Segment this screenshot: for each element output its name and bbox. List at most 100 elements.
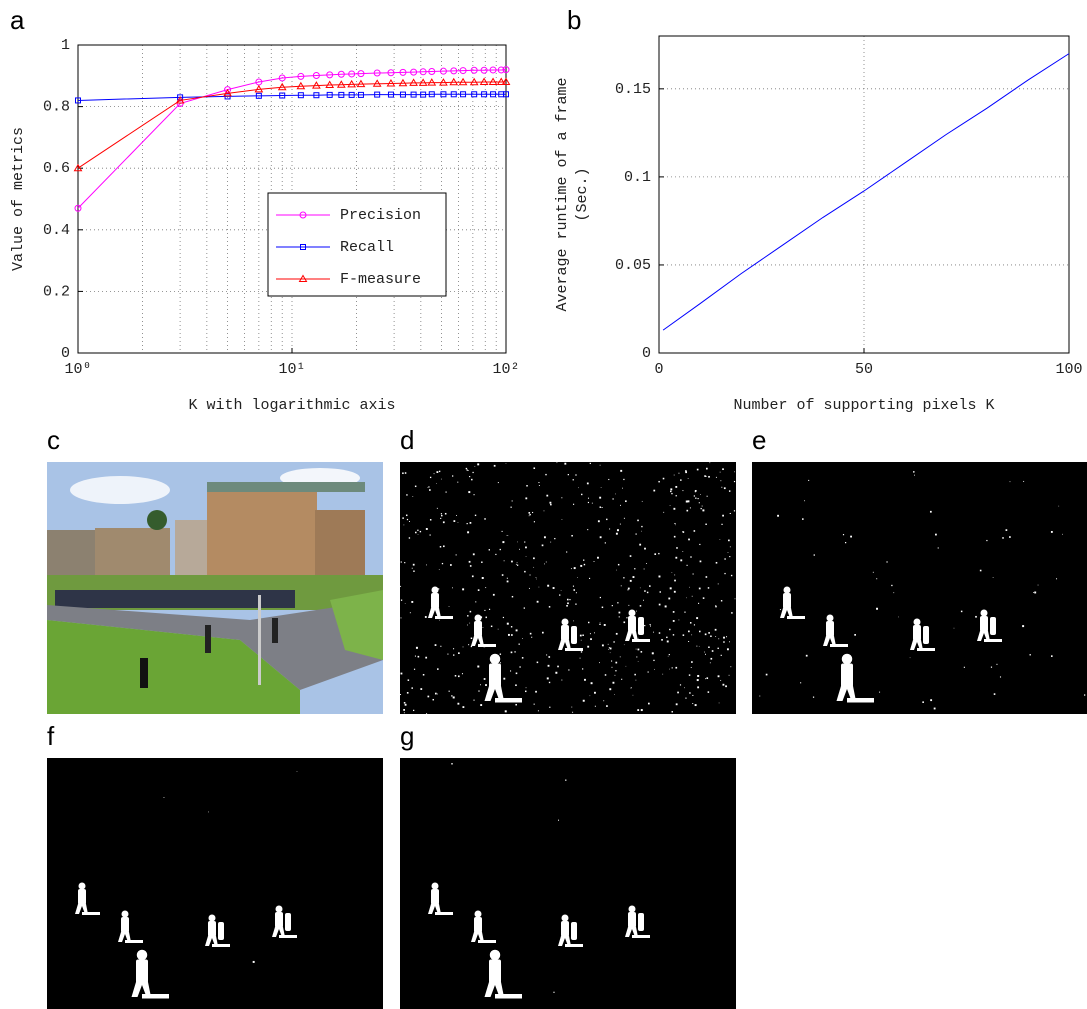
noise-dot bbox=[674, 591, 676, 593]
noise-dot bbox=[405, 472, 407, 474]
noise-dot bbox=[719, 703, 720, 704]
noise-dot bbox=[412, 496, 413, 497]
noise-dot bbox=[612, 605, 613, 606]
noise-dot bbox=[683, 634, 685, 636]
noise-dot bbox=[481, 561, 482, 562]
photo-street bbox=[47, 462, 383, 714]
noise-dot bbox=[484, 518, 485, 519]
noise-dot bbox=[644, 569, 645, 570]
noise-dot bbox=[470, 522, 472, 524]
noise-dot bbox=[675, 525, 676, 526]
noise-dot bbox=[628, 605, 629, 606]
noise-dot bbox=[702, 509, 704, 511]
blob-head bbox=[629, 610, 636, 617]
noise-dot bbox=[581, 640, 582, 641]
noise-dot bbox=[604, 624, 606, 626]
noise-dot bbox=[672, 572, 673, 573]
noise-dot bbox=[1006, 529, 1008, 531]
noise-dot bbox=[980, 570, 982, 572]
blob-shadow bbox=[495, 994, 522, 999]
blob-head bbox=[276, 906, 283, 913]
noise-dot bbox=[561, 680, 562, 681]
noise-dot bbox=[638, 649, 640, 651]
noise-dot bbox=[780, 609, 781, 610]
noise-dot bbox=[535, 691, 537, 693]
noise-dot bbox=[649, 585, 651, 587]
noise-dot bbox=[511, 634, 513, 636]
noise-dot bbox=[621, 679, 622, 680]
noise-dot bbox=[572, 712, 573, 713]
noise-dot bbox=[415, 486, 416, 487]
noise-dot bbox=[721, 524, 722, 525]
noise-dot bbox=[590, 638, 592, 640]
noise-dot bbox=[876, 608, 878, 610]
mask-image bbox=[400, 758, 736, 1009]
blob-shadow bbox=[478, 644, 496, 647]
noise-dot bbox=[297, 771, 298, 772]
noise-dot bbox=[1034, 592, 1036, 594]
blob-head bbox=[137, 950, 148, 961]
noise-dot bbox=[845, 542, 846, 543]
noise-dot bbox=[502, 574, 504, 576]
noise-dot bbox=[434, 473, 435, 474]
noise-dot bbox=[533, 467, 535, 469]
noise-dot bbox=[723, 641, 724, 642]
noise-dot bbox=[682, 490, 683, 491]
mask-background bbox=[752, 462, 1087, 714]
noise-dot bbox=[440, 646, 441, 647]
y-tick-label: 0.6 bbox=[43, 160, 70, 177]
noise-dot bbox=[536, 577, 537, 578]
noise-dot bbox=[525, 547, 527, 549]
noise-dot bbox=[164, 797, 165, 798]
noise-dot bbox=[525, 497, 527, 499]
noise-dot bbox=[548, 656, 550, 658]
noise-dot bbox=[494, 465, 496, 467]
noise-dot bbox=[468, 491, 470, 493]
noise-dot bbox=[623, 577, 624, 578]
noise-dot bbox=[412, 568, 413, 569]
noise-dot bbox=[665, 605, 667, 607]
legend-label: Precision bbox=[340, 207, 421, 224]
noise-dot bbox=[561, 590, 562, 591]
noise-dot bbox=[694, 530, 696, 532]
blob-head bbox=[475, 911, 482, 918]
noise-dot bbox=[688, 631, 690, 633]
noise-dot bbox=[640, 588, 641, 589]
noise-dot bbox=[699, 631, 701, 633]
noise-dot bbox=[652, 652, 654, 654]
blob-body bbox=[571, 922, 577, 940]
blob-shadow bbox=[279, 935, 297, 938]
noise-dot bbox=[473, 553, 475, 555]
noise-dot bbox=[688, 478, 689, 479]
noise-dot bbox=[722, 468, 724, 470]
noise-dot bbox=[617, 602, 618, 603]
noise-dot bbox=[549, 502, 551, 504]
noise-dot bbox=[615, 662, 617, 664]
noise-dot bbox=[688, 641, 689, 642]
noise-dot bbox=[630, 580, 632, 582]
noise-dot bbox=[409, 521, 410, 522]
noise-dot bbox=[511, 626, 512, 627]
noise-dot bbox=[644, 625, 645, 626]
noise-dot bbox=[415, 532, 417, 534]
noise-dot bbox=[507, 578, 508, 579]
noise-dot bbox=[806, 655, 808, 657]
noise-dot bbox=[606, 705, 608, 707]
noise-dot bbox=[843, 534, 844, 535]
noise-dot bbox=[439, 471, 440, 472]
noise-dot bbox=[425, 616, 427, 618]
noise-dot bbox=[413, 571, 414, 572]
noise-dot bbox=[573, 589, 575, 591]
noise-dot bbox=[623, 479, 624, 480]
plot-area bbox=[659, 36, 1069, 353]
noise-dot bbox=[413, 710, 414, 711]
noise-dot bbox=[662, 674, 663, 675]
noise-dot bbox=[654, 553, 656, 555]
blob-head bbox=[562, 915, 569, 922]
noise-dot bbox=[610, 652, 611, 653]
noise-dot bbox=[437, 508, 438, 509]
noise-dot bbox=[707, 496, 708, 497]
noise-dot bbox=[510, 507, 511, 508]
noise-dot bbox=[478, 589, 480, 591]
noise-dot bbox=[526, 687, 527, 688]
